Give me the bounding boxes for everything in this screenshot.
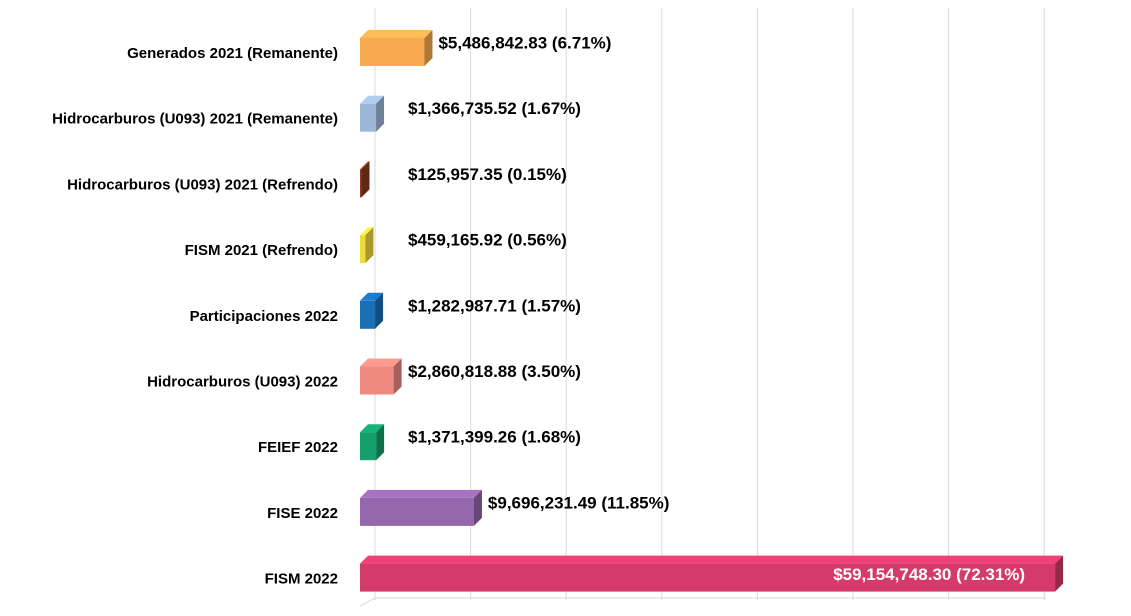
category-label: Participaciones 2022 [190,308,338,325]
bar-side [365,227,374,264]
bar-side [1055,555,1064,592]
bar [360,30,433,66]
category-label: Generados 2021 (Remanente) [127,45,338,62]
bar-front [360,563,1056,592]
category-label: Hidrocarburos (U093) 2022 [147,373,338,390]
bar-front [360,300,376,329]
bar-front [360,497,474,526]
category-label: Hidrocarburos (U093) 2021 (Remanente) [52,111,338,128]
value-label: $2,860,818.88 (3.50%) [408,362,581,381]
bar-side [376,95,385,132]
bar-top [360,424,385,433]
bar-side [393,358,402,395]
bar [360,555,1064,592]
category-label: FISM 2022 [265,571,338,588]
bar-side [375,292,384,329]
bar-side [376,424,385,461]
bar [360,227,374,264]
value-label: $1,282,987.71 (1.57%) [408,296,581,315]
bar [360,424,385,461]
bar [360,292,384,329]
category-label: FISE 2022 [267,505,338,522]
category-label: FEIEF 2022 [258,439,338,456]
value-label: $59,154,748.30 (72.31%) [833,565,1025,584]
category-label: FISM 2021 (Refrendo) [185,242,338,259]
floor-edge [359,597,1046,607]
bar-top [360,489,482,498]
bar-top [360,95,385,104]
bar-side [424,30,433,66]
value-label: $1,371,399.26 (1.68%) [408,428,581,447]
bar-front [360,366,394,395]
bar-front [360,103,377,132]
value-label: $125,957.35 (0.15%) [408,165,567,184]
value-label: $9,696,231.49 (11.85%) [488,493,669,512]
bar-front [360,169,362,198]
bar-side [361,161,370,198]
value-label: $459,165.92 (0.56%) [408,231,567,250]
value-label: $1,366,735.52 (1.67%) [408,99,581,118]
bar-front [360,432,377,461]
bar [360,161,370,198]
bar-front [360,38,425,66]
bar-top [360,161,370,170]
bar [360,95,385,132]
bar-top [360,555,1064,564]
value-label: $5,486,842.83 (6.71%) [438,33,611,52]
bar-top [360,30,433,38]
bar [360,358,402,395]
bar-top [360,292,384,301]
bar [360,489,482,526]
bar-side [473,489,482,526]
category-label: Hidrocarburos (U093) 2021 (Refrendo) [67,176,338,193]
bar-top [360,227,374,236]
bar-top [360,358,402,367]
bar-front [360,235,366,264]
